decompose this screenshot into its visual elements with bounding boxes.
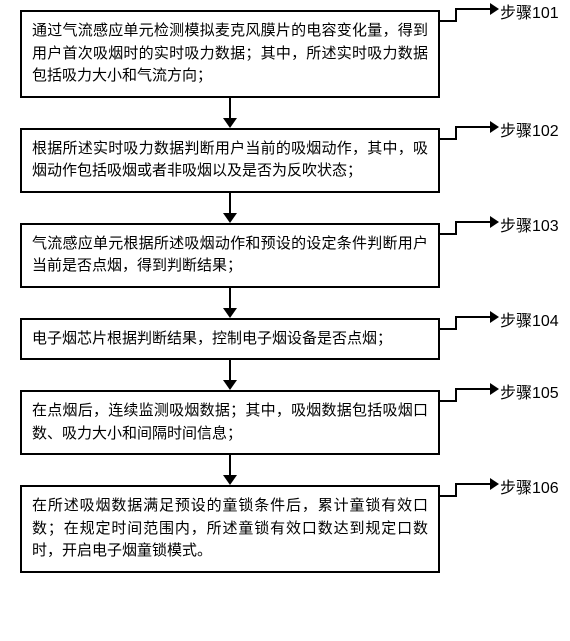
step-label-step105: 步骤105 xyxy=(500,379,559,403)
connector-arrow-step101 xyxy=(490,3,499,15)
step-label-step102: 步骤102 xyxy=(500,117,559,141)
arrow-down-2 xyxy=(20,288,440,318)
connector-h1-step105 xyxy=(440,400,455,402)
flowchart-container: 通过气流感应单元检测模拟麦克风膜片的电容变化量，得到用户首次吸烟时的实时吸力数据… xyxy=(20,10,440,573)
step-box-step106: 在所述吸烟数据满足预设的童锁条件后，累计童锁有效口数；在规定时间范围内，所述童锁… xyxy=(20,485,440,573)
connector-h1-step102 xyxy=(440,138,455,140)
connector-v-step102 xyxy=(455,126,457,140)
connector-h2-step104 xyxy=(455,316,490,318)
connector-h2-step103 xyxy=(455,221,490,223)
step-label-step103: 步骤103 xyxy=(500,212,559,236)
arrow-down-1 xyxy=(20,193,440,223)
step-box-step103: 气流感应单元根据所述吸烟动作和预设的设定条件判断用户当前是否点烟，得到判断结果； xyxy=(20,223,440,288)
connector-h2-step101 xyxy=(455,8,490,10)
connector-v-step104 xyxy=(455,316,457,330)
step-box-step105: 在点烟后，连续监测吸烟数据；其中，吸烟数据包括吸烟口数、吸力大小和间隔时间信息； xyxy=(20,390,440,455)
connector-h2-step105 xyxy=(455,388,490,390)
step-label-step104: 步骤104 xyxy=(500,307,559,331)
connector-arrow-step106 xyxy=(490,478,499,490)
step-box-step101: 通过气流感应单元检测模拟麦克风膜片的电容变化量，得到用户首次吸烟时的实时吸力数据… xyxy=(20,10,440,98)
connector-v-step101 xyxy=(455,8,457,22)
arrow-down-4 xyxy=(20,455,440,485)
connector-h2-step102 xyxy=(455,126,490,128)
connector-h2-step106 xyxy=(455,483,490,485)
connector-h1-step103 xyxy=(440,233,455,235)
arrow-down-0 xyxy=(20,98,440,128)
connector-arrow-step103 xyxy=(490,216,499,228)
connector-h1-step106 xyxy=(440,495,455,497)
connector-v-step103 xyxy=(455,221,457,235)
step-box-step102: 根据所述实时吸力数据判断用户当前的吸烟动作，其中，吸烟动作包括吸烟或者非吸烟以及… xyxy=(20,128,440,193)
connector-arrow-step105 xyxy=(490,383,499,395)
step-box-step104: 电子烟芯片根据判断结果，控制电子烟设备是否点烟； xyxy=(20,318,440,361)
step-label-step106: 步骤106 xyxy=(500,474,559,498)
connector-v-step105 xyxy=(455,388,457,402)
connector-h1-step104 xyxy=(440,328,455,330)
connector-arrow-step102 xyxy=(490,121,499,133)
connector-v-step106 xyxy=(455,483,457,497)
step-label-step101: 步骤101 xyxy=(500,0,559,23)
connector-arrow-step104 xyxy=(490,311,499,323)
arrow-down-3 xyxy=(20,360,440,390)
connector-h1-step101 xyxy=(440,20,455,22)
